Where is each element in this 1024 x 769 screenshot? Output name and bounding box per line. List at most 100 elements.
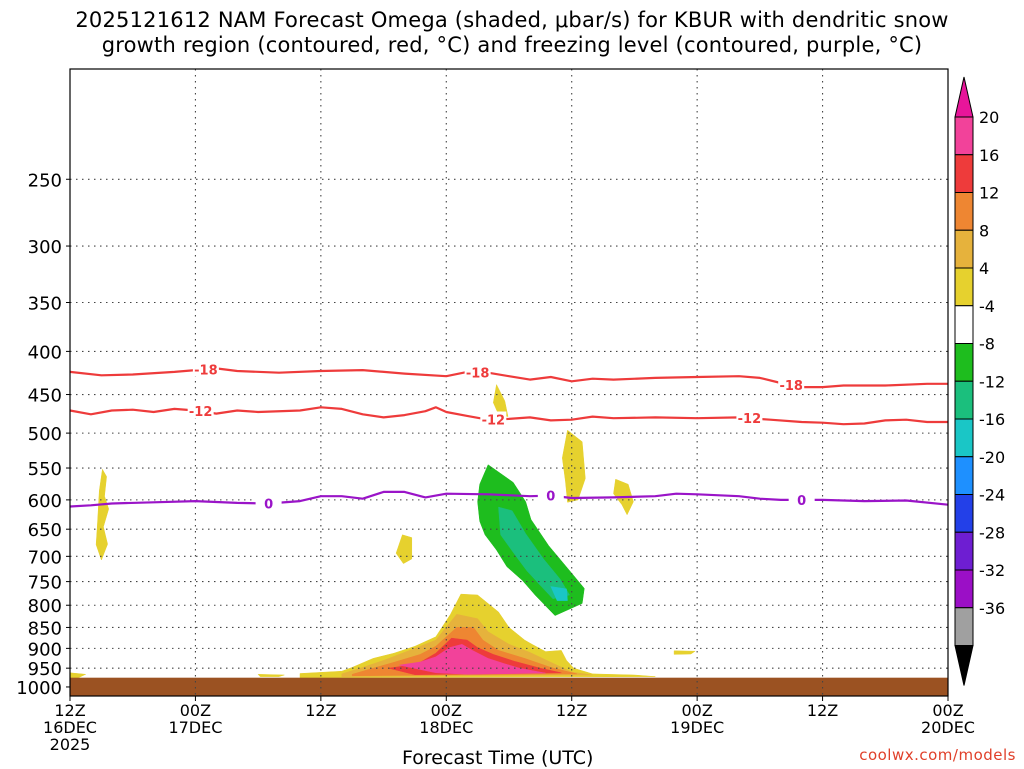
colorbar-label-2: 12 [979,184,999,203]
contour--18-label-0: -18 [194,363,218,378]
colorbar-label-8: -16 [979,410,1005,429]
contour--18-label-bg-0 [192,361,219,377]
x-tick-label-0-0: 12Z [54,701,85,720]
x-tick-label-0-2: 2025 [50,735,91,754]
colorbar-swatch-7 [954,380,974,420]
colorbar-arrow-top [954,76,974,118]
contour-0-label-1: 0 [546,490,555,505]
contour--18-label-2: -18 [779,379,803,394]
colorbar-label-13: -36 [979,599,1005,618]
colorbar-swatch-10 [954,494,974,533]
colorbar-swatch-9 [954,456,974,495]
colorbar-swatch-0 [954,116,974,156]
colorbar-arrow-bottom [954,645,974,686]
contour--18-label-bg-1 [464,364,491,380]
colorbar-swatch-4 [954,267,974,307]
contour--12-label-bg-0 [187,403,214,419]
colorbar-swatch-12 [954,569,974,609]
x-tick-label-24-0: 12Z [305,701,336,720]
colorbar-swatch-6 [954,343,974,382]
y-tick-label-400: 400 [28,342,62,363]
colorbar-label-6: -8 [979,335,995,354]
x-tick-label-84-1: 20DEC [921,718,975,737]
x-tick-label-60-0: 00Z [681,701,712,720]
y-tick-label-550: 550 [28,459,62,480]
omega-region-4-to-8-3 [562,429,586,503]
x-tick-label-36-0: 00Z [431,701,462,720]
x-tick-label-12-0: 00Z [180,701,211,720]
colorbar-label-10: -24 [979,486,1005,505]
colorbar-label-11: -28 [979,523,1005,542]
y-tick-label-1000: 1000 [16,678,62,699]
x-tick-label-0-1: 16DEC [43,718,97,737]
x-tick-label-36-1: 18DEC [419,718,473,737]
x-axis-title: Forecast Time (UTC) [402,747,594,769]
colorbar-swatch-1 [954,154,974,193]
y-tick-label-450: 450 [28,386,62,407]
x-tick-label-48-0: 12Z [556,701,587,720]
colorbar-swatch-13 [954,607,974,646]
x-tick-label-12-1: 17DEC [168,718,222,737]
y-tick-label-350: 350 [28,293,62,314]
chart-title-line1: 2025121612 NAM Forecast Omega (shaded, μ… [75,8,949,32]
contour-0-label-0: 0 [264,498,273,513]
colorbar-label-3: 8 [979,221,989,240]
y-tick-label-300: 300 [28,237,62,258]
colorbar-label-7: -12 [979,372,1005,391]
colorbar-swatch-11 [954,531,974,571]
y-axis: 2503003504004505005506006507007508008509… [16,170,70,699]
y-tick-label-650: 650 [28,520,62,541]
colorbar-label-5: -4 [979,297,995,316]
ground-terrain [70,677,948,696]
omega-region--20-0 [399,644,546,675]
y-tick-label-600: 600 [28,491,62,512]
y-tick-label-850: 850 [28,618,62,639]
temperature-contours: -18 -18 -18 -12 -12 -12 0 0 0 [69,361,949,513]
x-tick-label-72-0: 12Z [807,701,838,720]
omega-shading [69,383,696,678]
colorbar-label-4: 4 [979,259,989,278]
colorbar-label-0: 20 [979,108,999,127]
omega-region--12-to-16-0 [550,586,568,601]
omega-region-4-to-8-7 [257,674,285,677]
colorbar-swatch-2 [954,192,974,231]
contour--12-label-1: -12 [482,413,506,428]
colorbar-label-1: 16 [979,146,999,165]
y-tick-label-700: 700 [28,547,62,568]
contour-0-label-bg-2 [788,491,815,507]
contour-0-label-2: 0 [797,494,806,509]
credit-text: coolwx.com/models [859,746,1016,764]
colorbar-label-12: -32 [979,561,1005,580]
omega-region-4-to-8-5 [673,650,696,655]
contour--12-label-0: -12 [189,405,213,420]
colorbar-swatch-8 [954,418,974,458]
x-tick-label-84-0: 00Z [932,701,963,720]
colorbar: 20 16 12 8 4 -4 -8 -12 -16 -20 -24 -28 -32 -36 [954,76,1005,686]
omega-region-4-to-8-1 [395,534,413,564]
chart-title: 2025121612 NAM Forecast Omega (shaded, μ… [0,8,1024,58]
y-tick-label-750: 750 [28,573,62,594]
colorbar-label-9: -20 [979,448,1005,467]
chart-title-line2: growth region (contoured, red, °C) and f… [101,33,923,57]
contour--18-label-1: -18 [466,366,490,381]
contour-0-label-bg-1 [537,487,564,503]
y-tick-label-900: 900 [28,639,62,660]
y-tick-label-950: 950 [28,659,62,680]
grid-lines [70,69,948,696]
contour--12-label-2: -12 [738,412,762,427]
y-tick-label-500: 500 [28,424,62,445]
contour--18-label-bg-2 [778,377,805,393]
x-tick-label-60-1: 19DEC [670,718,724,737]
contour-0-line [69,490,949,508]
plot-frame [69,68,949,697]
contour--12-label-bg-1 [480,411,507,427]
y-tick-label-250: 250 [28,170,62,191]
contour--12-label-bg-2 [736,410,763,426]
contour-0-label-bg-0 [255,495,282,511]
colorbar-swatch-5 [954,305,974,344]
omega-region-4-to-8-6 [69,672,87,678]
y-tick-label-800: 800 [28,596,62,617]
colorbar-swatch-3 [954,229,974,269]
